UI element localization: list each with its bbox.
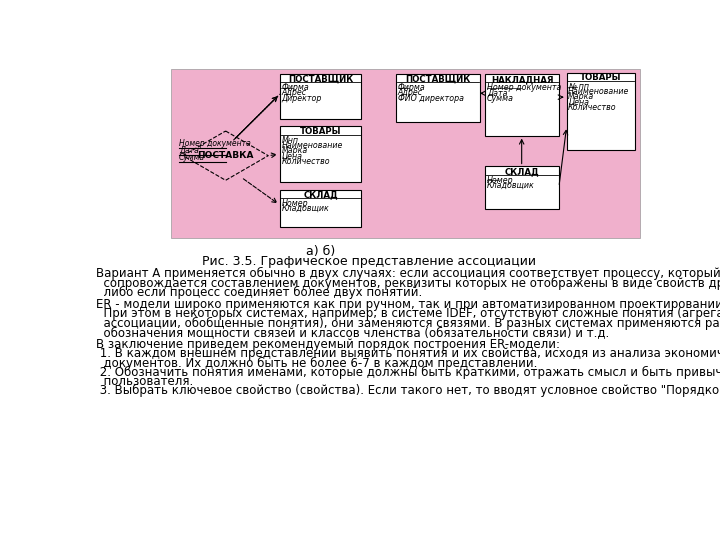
Text: Марка: Марка: [568, 92, 595, 101]
Text: ПОСТАВЩИК: ПОСТАВЩИК: [288, 75, 354, 84]
Text: Дата: Дата: [487, 89, 508, 97]
FancyBboxPatch shape: [280, 74, 361, 119]
Text: Фирма: Фирма: [282, 83, 309, 92]
Text: Фирма: Фирма: [397, 83, 426, 92]
Text: № пп: № пп: [568, 82, 589, 91]
Text: Дата: Дата: [179, 146, 199, 155]
Text: Номер документа: Номер документа: [179, 139, 251, 148]
Text: ассоциации, обобщенные понятия), они заменяются связями. В разных системах приме: ассоциации, обобщенные понятия), они зам…: [96, 316, 720, 330]
Text: сопровождается составлением документов, реквизиты которых не отображены в виде с: сопровождается составлением документов, …: [96, 276, 720, 289]
FancyBboxPatch shape: [485, 74, 559, 136]
Text: ПОСТАВКА: ПОСТАВКА: [197, 151, 254, 160]
Text: Адрес: Адрес: [282, 89, 307, 97]
FancyBboxPatch shape: [171, 69, 640, 238]
Text: Номер: Номер: [282, 199, 308, 208]
FancyBboxPatch shape: [396, 74, 480, 122]
Text: Наименование: Наименование: [282, 141, 343, 150]
Text: ТОВАРЫ: ТОВАРЫ: [300, 127, 341, 136]
Text: Номер: Номер: [487, 176, 513, 185]
Text: Цена: Цена: [568, 97, 589, 106]
Text: 2. Обозначить понятия именами, которые должны быть краткими, отражать смысл и бы: 2. Обозначить понятия именами, которые д…: [96, 366, 720, 379]
Text: ТОВАРЫ: ТОВАРЫ: [580, 73, 621, 82]
Text: Количество: Количество: [282, 157, 330, 166]
Text: пользователя.: пользователя.: [96, 375, 194, 388]
Text: ФИО директора: ФИО директора: [397, 94, 464, 103]
Text: Директор: Директор: [282, 94, 322, 103]
Text: Цена: Цена: [282, 151, 302, 160]
Text: либо если процесс соединяет более двух понятий.: либо если процесс соединяет более двух п…: [96, 286, 423, 299]
Text: Сумма: Сумма: [487, 94, 514, 103]
Polygon shape: [183, 131, 269, 180]
Text: Мнп: Мнп: [282, 136, 298, 145]
Text: ПОСТАВЩИК: ПОСТАВЩИК: [405, 75, 471, 84]
Text: ER - модели широко применяются как при ручном, так и при автоматизированном прое: ER - модели широко применяются как при р…: [96, 298, 720, 311]
Text: Наименование: Наименование: [568, 87, 629, 96]
Text: 1. В каждом внешнем представлении выявить понятия и их свойства, исходя из анали: 1. В каждом внешнем представлении выявит…: [96, 347, 720, 360]
Text: Рис. 3.5. Графическое представление ассоциации: Рис. 3.5. Графическое представление ассо…: [202, 255, 536, 268]
Text: При этом в некоторых системах, например, в системе IDEF, отсутствуют сложные пон: При этом в некоторых системах, например,…: [96, 307, 720, 320]
Text: документов. Их должно быть не более 6-7 в каждом представлении.: документов. Их должно быть не более 6-7 …: [96, 356, 538, 370]
FancyBboxPatch shape: [567, 72, 635, 150]
FancyBboxPatch shape: [280, 126, 361, 182]
Text: Вариант А применяется обычно в двух случаях: если ассоциация соответствует проце: Вариант А применяется обычно в двух случ…: [96, 267, 720, 280]
Text: Марка: Марка: [282, 146, 307, 155]
Text: Кладовщик: Кладовщик: [487, 181, 534, 190]
Text: Сумма: Сумма: [179, 153, 205, 162]
Text: а) б): а) б): [305, 245, 335, 258]
FancyBboxPatch shape: [485, 166, 559, 209]
Text: СКЛАД: СКЛАД: [303, 190, 338, 199]
Text: Адрес: Адрес: [397, 89, 423, 97]
Text: Кладовщик: Кладовщик: [282, 204, 329, 213]
Text: Количество: Количество: [568, 103, 617, 112]
Text: НАКЛАДНАЯ: НАКЛАДНАЯ: [491, 75, 553, 84]
Text: 3. Выбрать ключевое свойство (свойства). Если такого нет, то вводят условное сво: 3. Выбрать ключевое свойство (свойства).…: [96, 384, 720, 397]
Text: Номер документа: Номер документа: [487, 83, 561, 92]
FancyBboxPatch shape: [280, 190, 361, 226]
Text: В заключение приведем рекомендуемый порядок построения ER-модели:: В заключение приведем рекомендуемый поря…: [96, 338, 560, 351]
Text: СКЛАД: СКЛАД: [505, 167, 539, 176]
Text: обозначения мощности связей и классов членства (обязательности связи) и т.д.: обозначения мощности связей и классов чл…: [96, 326, 609, 339]
